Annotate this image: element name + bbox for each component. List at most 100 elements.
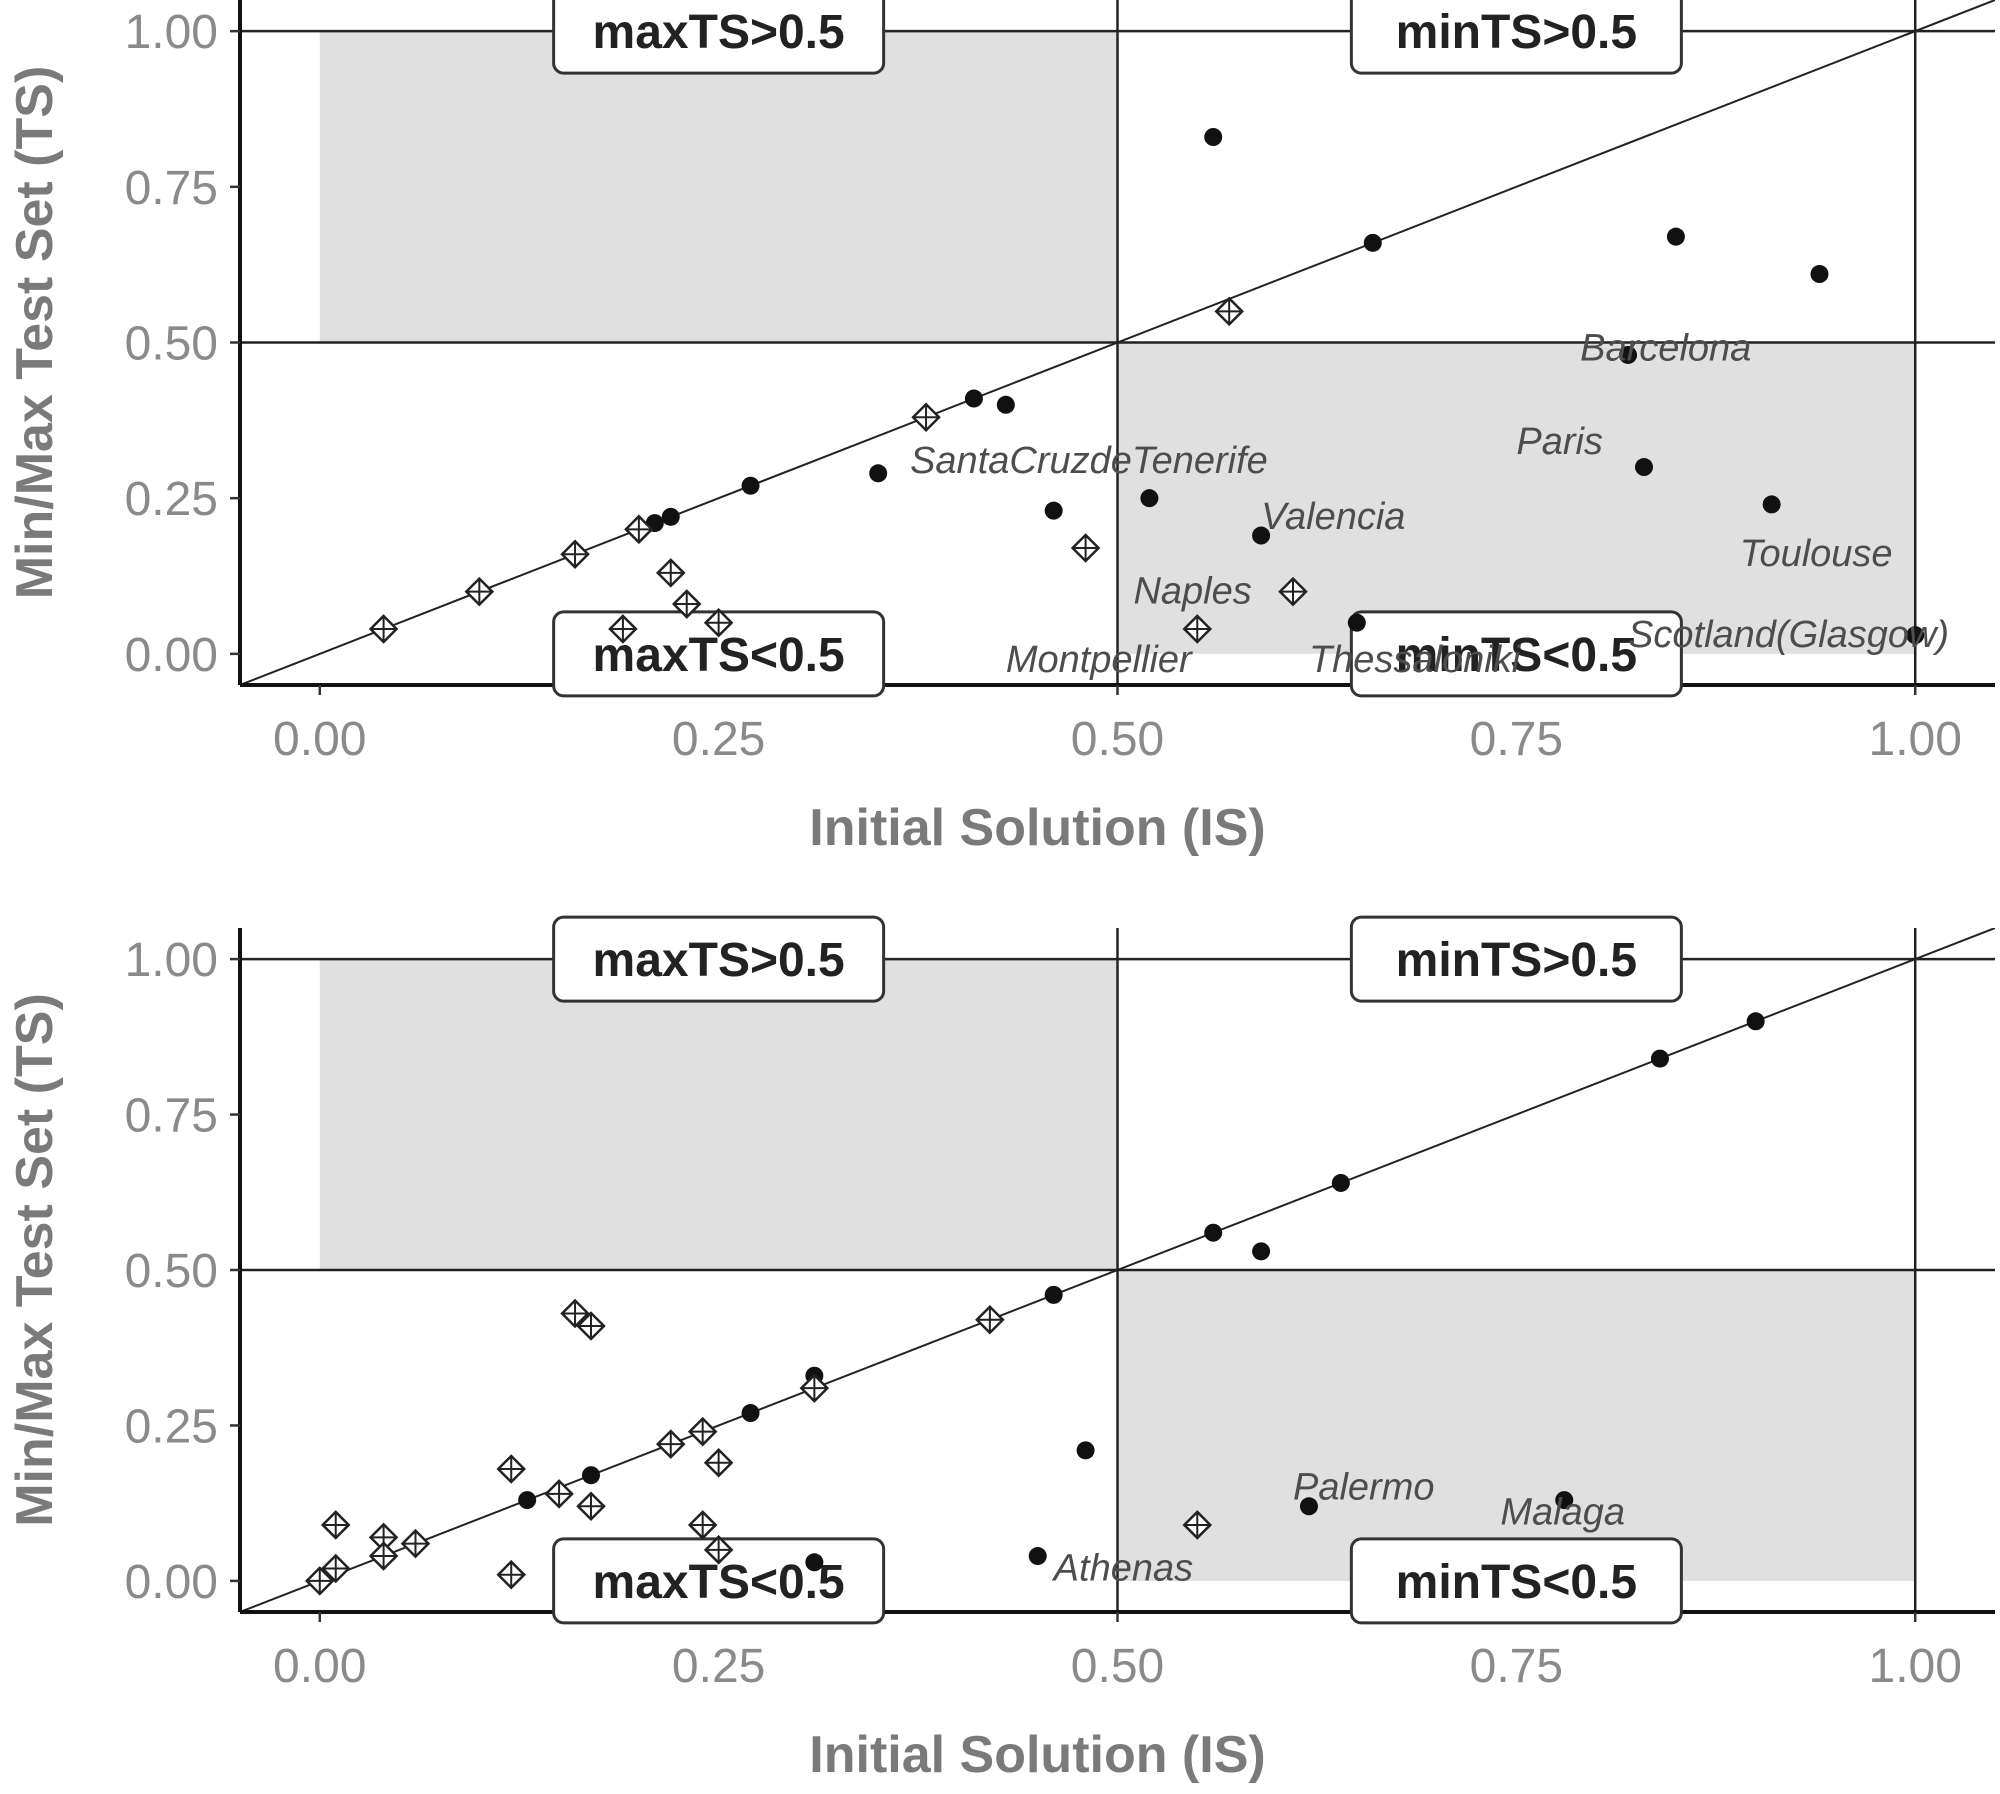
shade-top-left bbox=[319, 31, 1118, 343]
data-point-dot bbox=[1555, 1491, 1574, 1510]
data-point-diamond bbox=[687, 1510, 718, 1540]
data-point-diamond bbox=[368, 1541, 399, 1571]
label-box-frame bbox=[1349, 915, 1683, 1003]
y-tick-label: 0.50 bbox=[125, 318, 218, 371]
data-point-diamond bbox=[687, 1416, 718, 1447]
x-tick-label: 0.25 bbox=[672, 1640, 765, 1693]
y-axis-title: Min/Max Test Set (TS) bbox=[6, 993, 64, 1527]
data-point-diamond bbox=[544, 1479, 574, 1509]
city-label: Valencia bbox=[1261, 496, 1405, 538]
data-point-dot bbox=[1635, 458, 1653, 477]
data-point-dot bbox=[1252, 526, 1271, 545]
label-box-frame bbox=[1349, 1537, 1683, 1625]
label-box-text: maxTS<0.5 bbox=[593, 1556, 845, 1609]
data-point-diamond bbox=[560, 1298, 590, 1329]
data-point-diamond bbox=[400, 1528, 431, 1559]
chart-panel-1: 0.00 0.25 0.50 0.75 1.00 0.00 0.25 0.50 0.75 1.00… bbox=[6, 0, 1995, 857]
diagonal-line bbox=[240, 0, 1995, 685]
data-point-dot bbox=[1252, 1242, 1271, 1261]
data-point-dot bbox=[1140, 489, 1159, 508]
data-point-dot bbox=[1044, 1285, 1063, 1304]
data-point-dot bbox=[1906, 626, 1925, 645]
y-tick-label: 1.00 bbox=[125, 934, 218, 987]
data-point-dot bbox=[741, 476, 760, 495]
data-point-diamond bbox=[656, 1429, 686, 1459]
x-tick-label: 0.75 bbox=[1470, 713, 1563, 766]
data-point-diamond bbox=[1182, 1510, 1213, 1540]
data-point-diamond bbox=[368, 614, 399, 644]
y-tick-label: 1.00 bbox=[125, 6, 218, 59]
data-point-dot bbox=[1666, 227, 1685, 246]
y-tick-label: 0.50 bbox=[125, 1245, 218, 1298]
data-point-dot bbox=[1204, 1223, 1223, 1242]
data-point-dot bbox=[1044, 501, 1063, 520]
shade-top-left bbox=[319, 959, 1118, 1270]
data-point-diamond bbox=[799, 1373, 830, 1403]
label-box-text: minTS<0.5 bbox=[1396, 1556, 1637, 1609]
label-box-min-above: minTS>0.5 bbox=[1349, 0, 1683, 75]
data-point-diamond bbox=[496, 1454, 526, 1484]
x-tick-label: 1.00 bbox=[1869, 1640, 1962, 1693]
y-axis-title: Min/Max Test Set (TS) bbox=[6, 66, 64, 600]
data-point-dot bbox=[582, 1466, 600, 1485]
data-point-dot bbox=[1347, 613, 1366, 632]
x-tick-label: 1.00 bbox=[1869, 713, 1962, 766]
label-box-frame bbox=[1349, 0, 1683, 75]
y-tick-label: 0.25 bbox=[125, 1400, 218, 1453]
data-point-diamond bbox=[1214, 296, 1244, 327]
x-tick-label: 0.50 bbox=[1071, 1640, 1164, 1693]
data-point-diamond bbox=[305, 1566, 335, 1596]
label-box-text: maxTS>0.5 bbox=[593, 6, 845, 59]
label-box-frame bbox=[552, 915, 886, 1003]
data-point-diamond bbox=[576, 1311, 606, 1341]
data-point-dot bbox=[1650, 1049, 1669, 1068]
data-point-dot bbox=[518, 1491, 537, 1510]
label-box-max-below: maxTS<0.5 bbox=[552, 610, 886, 698]
y-tick-label: 0.00 bbox=[125, 629, 218, 682]
data-point-diamond bbox=[320, 1553, 351, 1584]
label-box-min-above: minTS>0.5 bbox=[1349, 915, 1683, 1003]
data-point-dot bbox=[1762, 495, 1781, 514]
city-label: Scotland(Glasgow) bbox=[1628, 614, 1949, 656]
data-point-dot bbox=[1619, 345, 1638, 364]
label-box-text: minTS<0.5 bbox=[1396, 629, 1637, 682]
data-point-dot bbox=[1028, 1547, 1047, 1566]
data-point-diamond bbox=[608, 614, 638, 644]
label-box-text: maxTS>0.5 bbox=[593, 934, 845, 987]
data-point-diamond bbox=[496, 1559, 526, 1590]
data-point-dot bbox=[1363, 233, 1382, 252]
label-box-min-below: minTS<0.5 bbox=[1349, 1537, 1683, 1625]
data-point-diamond bbox=[656, 558, 686, 588]
label-box-max-above: maxTS>0.5 bbox=[552, 915, 886, 1003]
data-point-diamond bbox=[975, 1304, 1005, 1335]
label-box-text: maxTS<0.5 bbox=[593, 629, 845, 682]
y-tick-label: 0.75 bbox=[125, 162, 218, 215]
data-point-diamond bbox=[576, 1491, 606, 1522]
label-box-frame bbox=[1349, 610, 1683, 698]
data-point-diamond bbox=[1182, 614, 1213, 644]
x-tick-label: 0.00 bbox=[273, 713, 366, 766]
city-label: Palermo bbox=[1293, 1467, 1435, 1509]
y-tick-label: 0.00 bbox=[125, 1556, 218, 1609]
shade-bottom-right bbox=[1117, 342, 1916, 654]
data-point-dot bbox=[1076, 1441, 1095, 1460]
x-axis-title: Initial Solution (IS) bbox=[809, 799, 1265, 857]
city-label: Malaga bbox=[1500, 1492, 1625, 1534]
data-point-diamond bbox=[624, 514, 654, 545]
city-label: Naples bbox=[1133, 571, 1251, 613]
data-point-diamond bbox=[703, 1447, 734, 1478]
data-point-dot bbox=[964, 389, 983, 408]
data-point-dot bbox=[1299, 1497, 1318, 1516]
label-box-min-below: minTS<0.5 bbox=[1349, 610, 1683, 698]
x-tick-label: 0.25 bbox=[672, 713, 765, 766]
data-point-diamond bbox=[464, 576, 495, 607]
data-point-diamond bbox=[320, 1510, 351, 1540]
x-axis-title: Initial Solution (IS) bbox=[809, 1726, 1265, 1784]
city-label: Athenas bbox=[1052, 1547, 1193, 1589]
shade-bottom-right bbox=[1117, 1270, 1916, 1581]
x-tick-label: 0.75 bbox=[1470, 1640, 1563, 1693]
data-point-diamond bbox=[1278, 576, 1308, 607]
city-label: Barcelona bbox=[1580, 328, 1751, 370]
label-box-max-above: maxTS>0.5 bbox=[552, 0, 886, 75]
